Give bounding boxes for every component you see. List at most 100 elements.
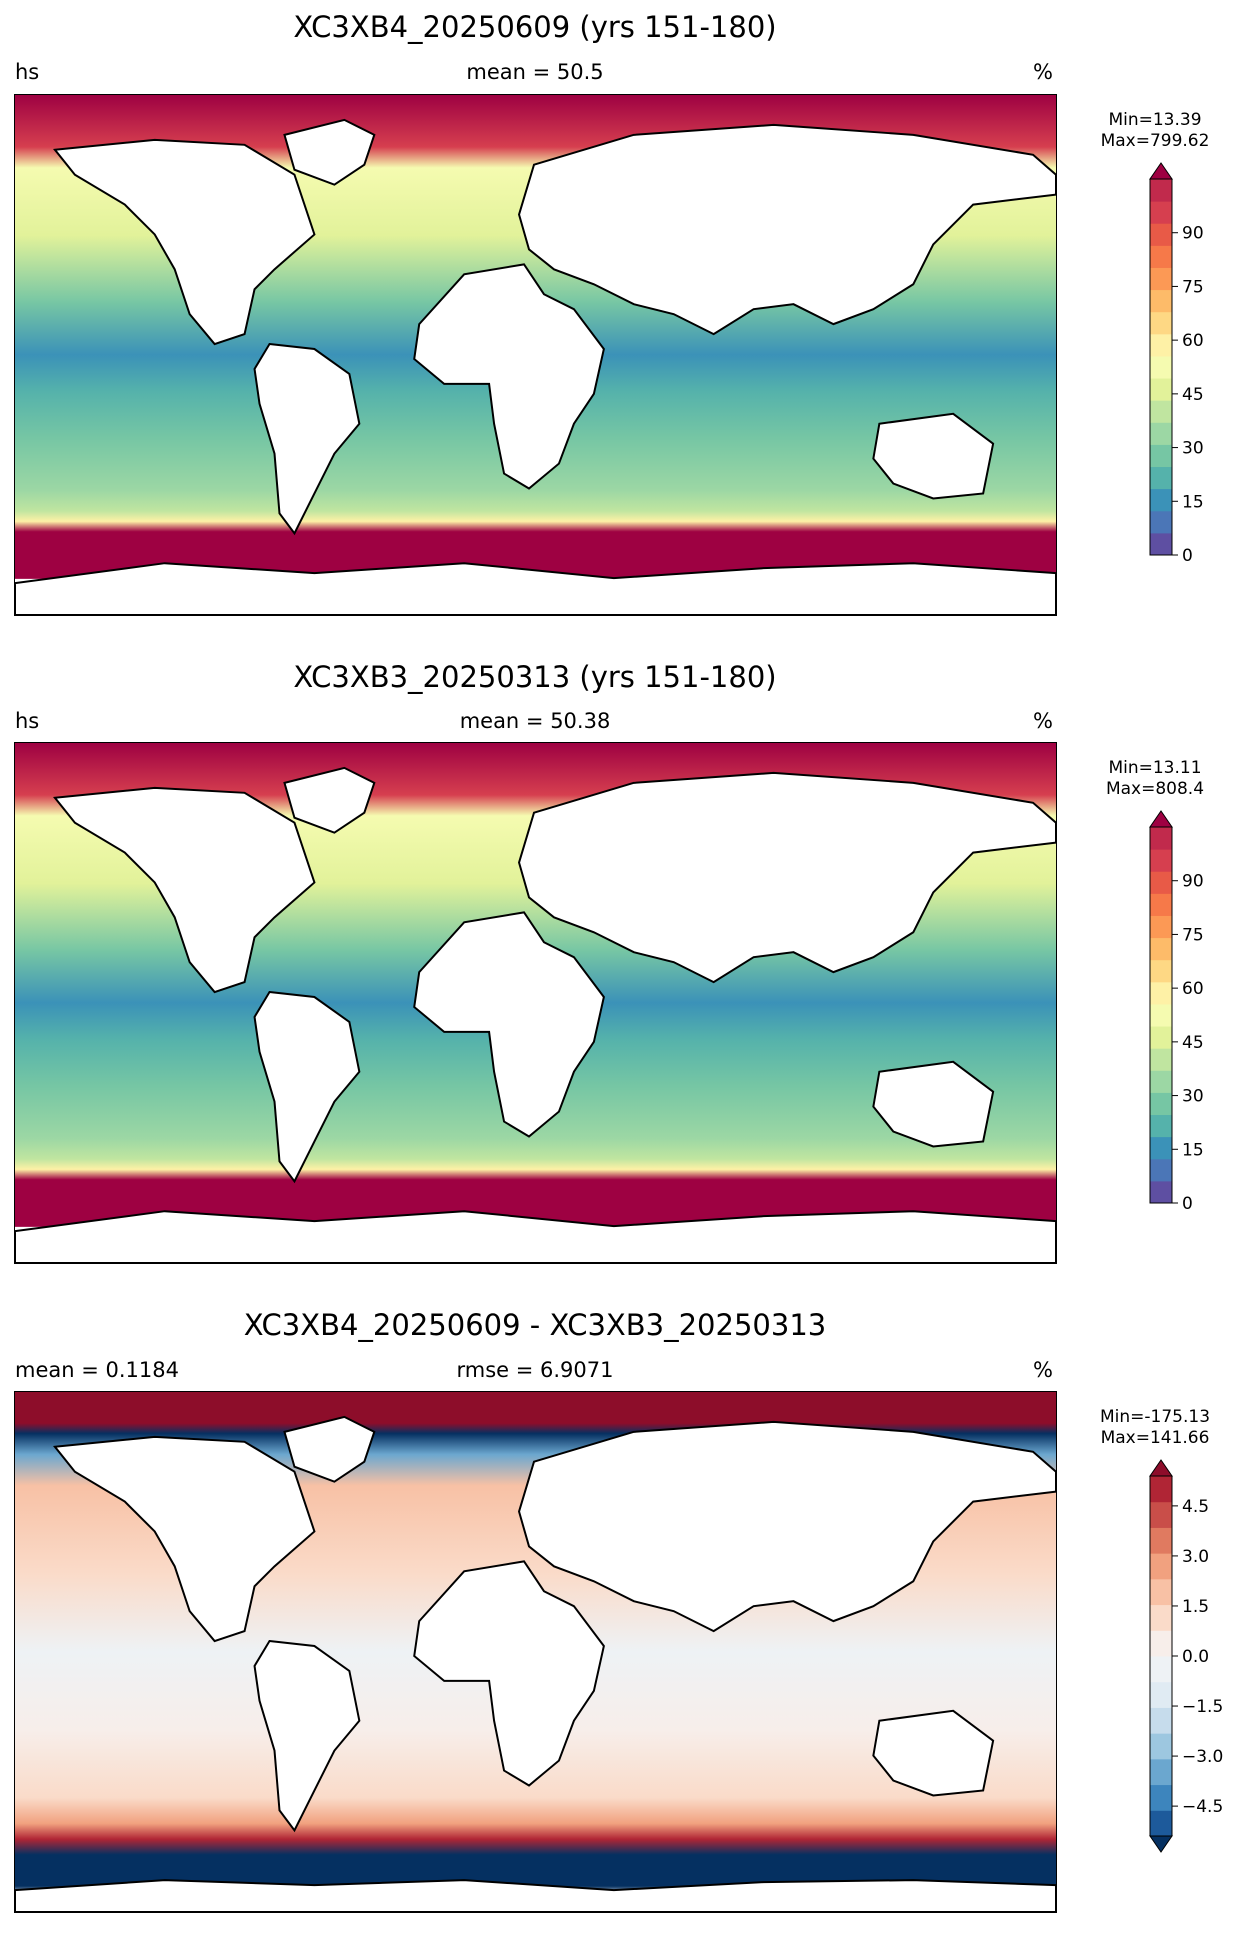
panel-1-mean-label: mean = 50.5	[466, 60, 604, 84]
colorbar-segment	[1150, 400, 1172, 423]
colorbar-segment	[1150, 981, 1172, 1005]
colorbar-svg: −4.5 −3.0 −1.5 0.0 1.5 3.0 4.5	[1149, 1459, 1223, 1853]
panel-2-mean-label: mean = 50.38	[459, 709, 611, 733]
colorbar-tick-label: −3.0	[1182, 1747, 1223, 1767]
colorbar-tick-label: 15	[1182, 1140, 1204, 1160]
panel-3-map	[14, 1391, 1057, 1913]
colorbar-segment	[1150, 267, 1172, 291]
panel-1-map-svg	[15, 95, 1056, 615]
colorbar-segment	[1150, 871, 1172, 894]
colorbar-segment	[1150, 1681, 1172, 1708]
panel-1-variable-label: hs	[15, 60, 40, 84]
colorbar-outline	[1149, 826, 1173, 1204]
panel-3-max-text: Max=141.66	[1100, 1428, 1210, 1448]
colorbar-tick-label: 0	[1182, 1194, 1193, 1214]
panel-3-rmse-label: rmse = 6.9071	[456, 1358, 614, 1382]
colorbar-segment	[1150, 1114, 1172, 1138]
colorbar-extend-max	[1149, 162, 1173, 180]
colorbar-segment	[1150, 1553, 1172, 1580]
colorbar-segment	[1150, 1476, 1172, 1503]
colorbar-segment	[1150, 1501, 1172, 1528]
panel-3-mean-label: mean = 0.1184	[15, 1358, 179, 1382]
panel-3-unit-label: %	[1033, 1358, 1053, 1382]
colorbar-segment	[1150, 201, 1172, 224]
colorbar-segment	[1150, 245, 1172, 268]
panel-2-minmax: Min=13.11 Max=808.4	[1075, 758, 1235, 800]
panel-2-land	[15, 766, 1056, 1263]
colorbar-tick-label: 0	[1182, 546, 1193, 566]
panel-2-max-text: Max=808.4	[1105, 779, 1205, 799]
colorbar-segment	[1150, 1604, 1172, 1631]
colorbar-segment	[1150, 1136, 1172, 1160]
colorbar-tick-label: 75	[1182, 925, 1204, 945]
colorbar-tick-label: 15	[1182, 492, 1204, 512]
colorbar-segment	[1150, 1026, 1172, 1049]
panel-2-map-svg	[15, 743, 1056, 1263]
panel-2-min-text: Min=13.11	[1108, 758, 1202, 778]
colorbar-segment	[1150, 1048, 1172, 1071]
panel-1-colorbar: 0 15 30 45 60 75 90	[1149, 162, 1204, 566]
panel-2-colorbar: 0 15 30 45 60 75 90	[1149, 810, 1204, 1214]
colorbar-tick-label: 90	[1182, 224, 1204, 244]
colorbar-tick-label: 1.5	[1182, 1597, 1209, 1617]
colorbar-tick-label: 90	[1182, 872, 1204, 892]
colorbar-segment	[1150, 311, 1172, 335]
colorbar-outline	[1149, 178, 1173, 556]
colorbar-segment	[1150, 488, 1172, 512]
panel-3-map-svg	[15, 1392, 1056, 1912]
panel-1-min-text: Min=13.39	[1108, 110, 1202, 130]
panel-3-land	[15, 1415, 1056, 1912]
colorbar-segment	[1150, 510, 1172, 534]
colorbar-segment	[1150, 378, 1172, 401]
colorbar-segment	[1150, 1810, 1172, 1837]
colorbar-segment	[1150, 1784, 1172, 1811]
colorbar-extend-min	[1149, 1835, 1173, 1853]
colorbar-segment	[1150, 1656, 1172, 1683]
colorbar-segment	[1150, 1070, 1172, 1093]
colorbar-segment	[1150, 355, 1172, 379]
colorbar-segment	[1150, 1733, 1172, 1760]
colorbar-tick-label: −1.5	[1182, 1697, 1223, 1717]
colorbar-segment	[1150, 1758, 1172, 1786]
colorbar-segment	[1150, 532, 1172, 556]
colorbar-segment	[1150, 223, 1172, 246]
colorbar-segment	[1150, 937, 1172, 961]
colorbar-svg: 0 15 30 45 60 75 90	[1149, 810, 1204, 1214]
colorbar-svg: 0 15 30 45 60 75 90	[1149, 162, 1204, 566]
panel-1-title: XC3XB4_20250609 (yrs 151-180)	[293, 10, 777, 44]
panel-1-land	[15, 118, 1056, 615]
colorbar-segment	[1150, 915, 1172, 939]
colorbar-tick-label: 4.5	[1182, 1497, 1209, 1517]
colorbar-segment	[1150, 893, 1172, 916]
colorbar-segment	[1150, 179, 1172, 202]
colorbar-tick-label: 45	[1182, 385, 1204, 405]
colorbar-segment	[1150, 1092, 1172, 1116]
colorbar-tick-label: 0.0	[1182, 1647, 1209, 1667]
colorbar-segment	[1150, 333, 1172, 357]
panel-1-map	[14, 94, 1057, 616]
colorbar-segment	[1150, 1158, 1172, 1182]
panel-1-unit-label: %	[1033, 60, 1053, 84]
colorbar-segment	[1150, 1527, 1172, 1554]
colorbar-segment	[1150, 1578, 1172, 1606]
colorbar-tick-label: 60	[1182, 979, 1204, 999]
colorbar-segment	[1150, 422, 1172, 445]
colorbar-segment	[1150, 1630, 1172, 1657]
colorbar-segment	[1150, 827, 1172, 850]
colorbar-segment	[1150, 1003, 1172, 1027]
colorbar-tick-label: −4.5	[1182, 1797, 1223, 1817]
colorbar-segment	[1150, 1180, 1172, 1204]
panel-3-min-text: Min=-175.13	[1099, 1407, 1211, 1427]
panel-2-variable-label: hs	[15, 709, 40, 733]
panel-2-title: XC3XB3_20250313 (yrs 151-180)	[293, 660, 777, 694]
colorbar-segment	[1150, 444, 1172, 468]
panel-3-title: XC3XB4_20250609 - XC3XB3_20250313	[243, 1308, 827, 1342]
colorbar-extend-max	[1149, 810, 1173, 828]
colorbar-tick-label: 3.0	[1182, 1547, 1209, 1567]
colorbar-extend-max	[1149, 1459, 1173, 1477]
colorbar-tick-label: 30	[1182, 439, 1204, 459]
colorbar-segment	[1150, 1707, 1172, 1734]
panel-3-colorbar: −4.5 −3.0 −1.5 0.0 1.5 3.0 4.5	[1149, 1459, 1223, 1854]
colorbar-tick-label: 45	[1182, 1033, 1204, 1053]
colorbar-tick-label: 30	[1182, 1087, 1204, 1107]
